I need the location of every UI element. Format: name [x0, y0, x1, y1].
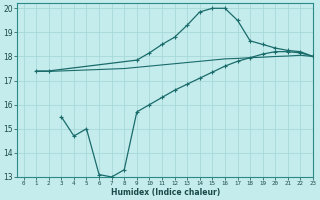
X-axis label: Humidex (Indice chaleur): Humidex (Indice chaleur) — [110, 188, 220, 197]
